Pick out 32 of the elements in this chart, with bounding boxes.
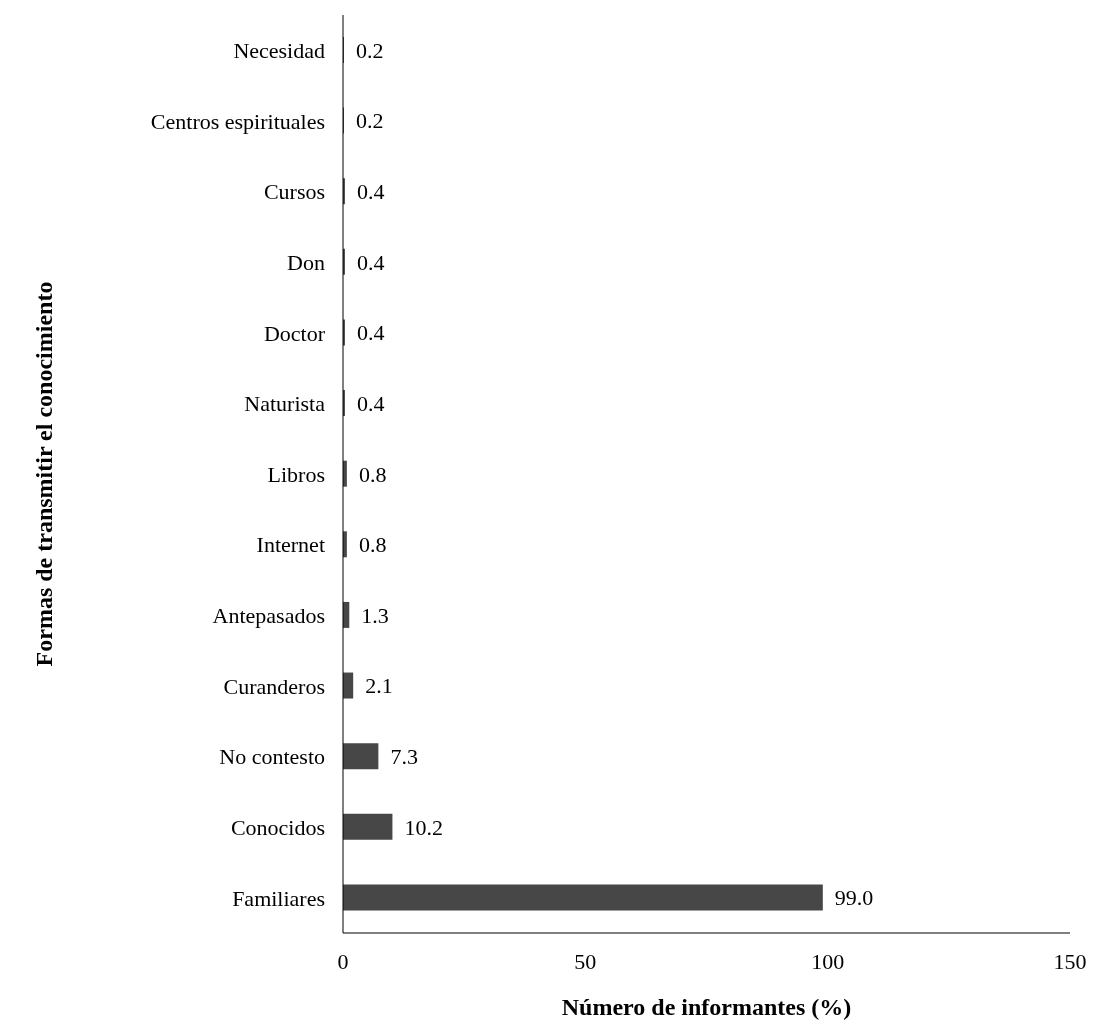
data-label: 1.3 xyxy=(361,602,389,628)
data-label: 0.2 xyxy=(355,108,384,134)
y-tick-label: Familiares xyxy=(232,885,325,911)
y-tick-label: Antepasados xyxy=(212,603,325,629)
data-label: 99.0 xyxy=(834,885,874,911)
y-tick-label: Curanderos xyxy=(223,673,325,699)
x-tick-label: 0 xyxy=(337,948,349,974)
y-tick-label: Naturista xyxy=(244,391,326,417)
x-axis-title: Número de informantes (%) xyxy=(561,994,852,1020)
x-tick-label: 150 xyxy=(1053,948,1087,974)
y-tick-label: Libros xyxy=(267,461,325,487)
data-label: 7.3 xyxy=(390,743,418,769)
y-tick-label: Doctor xyxy=(263,320,326,346)
y-tick-label: Conocidos xyxy=(230,814,325,840)
y-tick-label: Centros espirituales xyxy=(150,108,325,134)
y-tick-label: No contesto xyxy=(219,744,325,770)
data-label: 0.4 xyxy=(356,249,385,275)
data-label: 0.8 xyxy=(358,461,387,487)
data-label: 0.4 xyxy=(356,390,385,416)
y-tick-label: Internet xyxy=(256,532,325,558)
x-tick-label: 100 xyxy=(811,948,845,974)
y-tick-label: Necesidad xyxy=(233,38,325,64)
data-label: 0.2 xyxy=(355,37,384,63)
data-label: 2.1 xyxy=(365,673,393,699)
y-axis-title: Formas de transmitir el conocimiento xyxy=(30,281,57,667)
data-label: 10.2 xyxy=(404,814,443,840)
y-tick-label: Don xyxy=(287,249,325,275)
data-label: 0.4 xyxy=(356,179,385,205)
x-tick-label: 50 xyxy=(574,948,597,974)
data-label: 0.4 xyxy=(356,320,385,346)
y-tick-label: Cursos xyxy=(263,179,325,205)
data-label: 0.8 xyxy=(358,532,387,558)
